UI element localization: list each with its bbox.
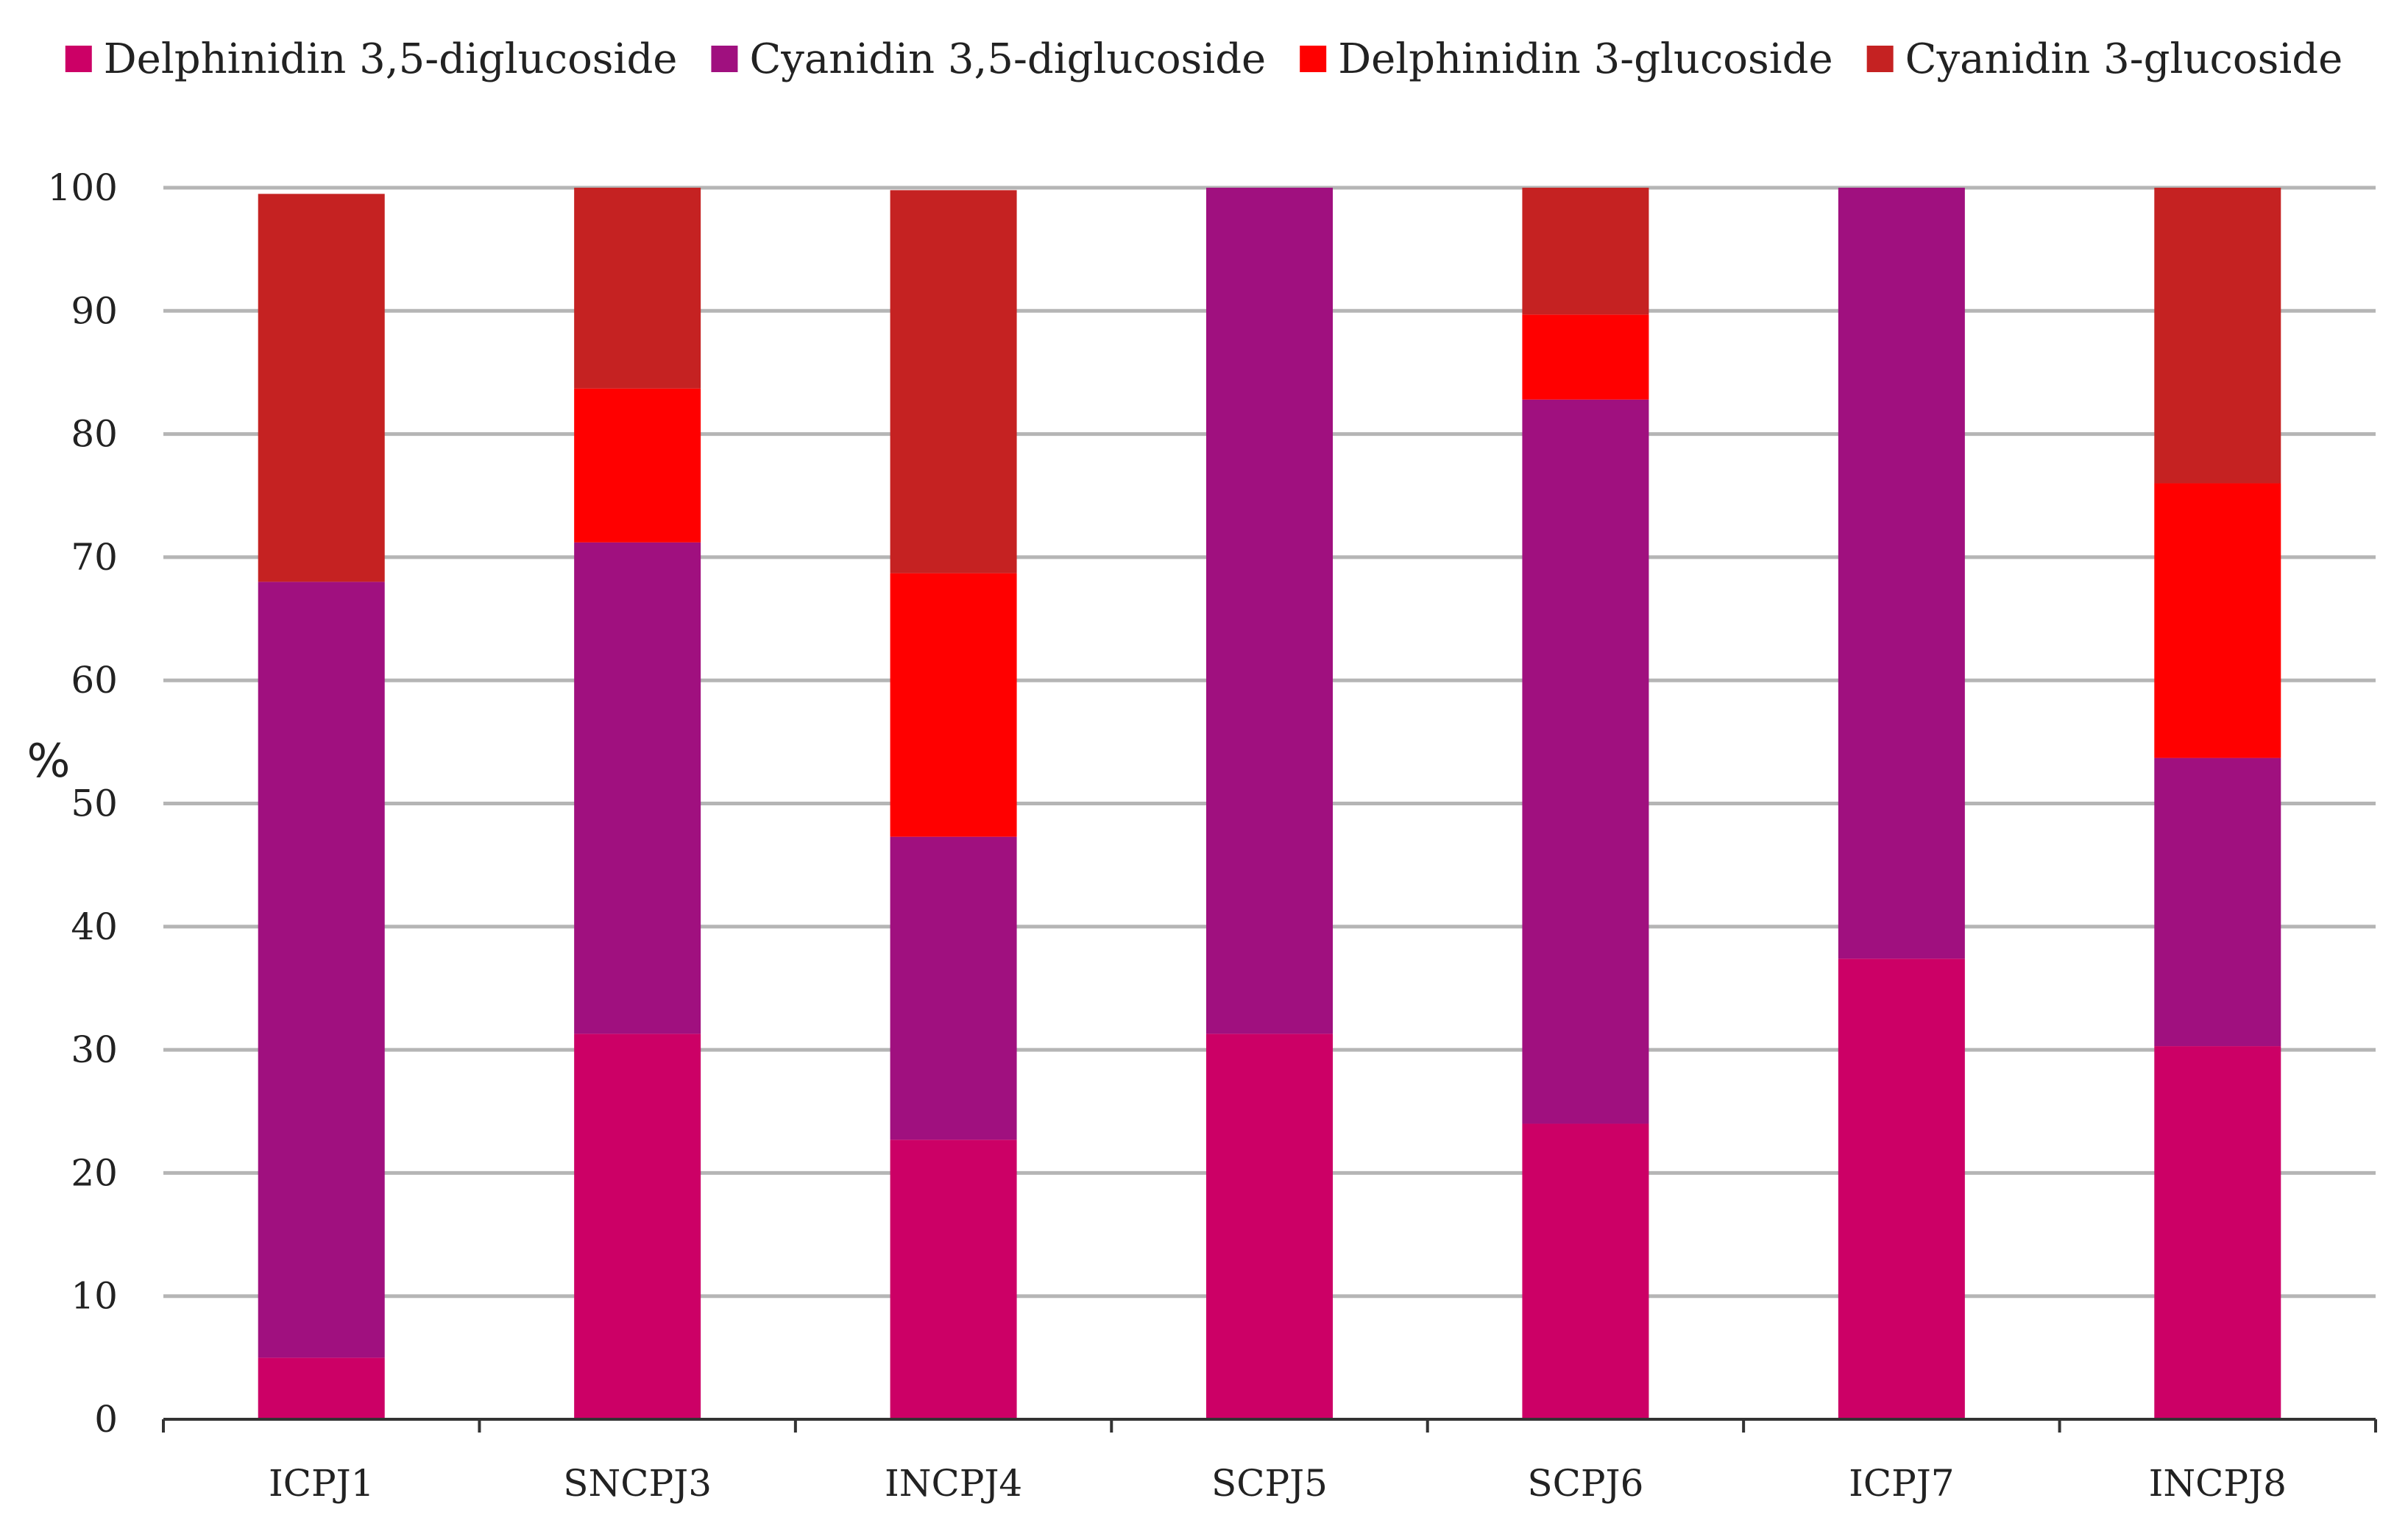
- x-tick-label: SCPJ6: [1527, 1462, 1643, 1505]
- bar-segment-incpj4-series-3: [890, 573, 1017, 837]
- bar-segment-scpj6-series-4: [1522, 188, 1649, 315]
- bar-segment-sncpj3-series-3: [574, 388, 701, 543]
- legend-item-4: Cyanidin 3-glucoside: [1866, 35, 2343, 83]
- bar-segment-sncpj3-series-2: [574, 542, 701, 1034]
- y-tick-label: 40: [71, 905, 118, 948]
- bar-segment-icpj1-series-1: [258, 1357, 385, 1419]
- y-tick-label: 10: [71, 1275, 118, 1318]
- bar-segment-incpj4-series-1: [890, 1140, 1017, 1419]
- y-tick-label: 30: [71, 1028, 118, 1071]
- x-tick-label: INCPJ4: [885, 1462, 1022, 1505]
- bar-segment-incpj8-series-4: [2154, 188, 2281, 484]
- x-tick-label: SCPJ5: [1211, 1462, 1328, 1505]
- x-tick-label: SNCPJ3: [563, 1462, 712, 1505]
- legend-swatch: [65, 46, 92, 72]
- legend-item-3: Delphinidin 3-glucoside: [1300, 35, 1833, 83]
- bar-segment-scpj6-series-2: [1522, 399, 1649, 1124]
- x-tick-label: ICPJ7: [1849, 1462, 1955, 1505]
- axes: [162, 1418, 2377, 1433]
- y-tick-labels: 0 10 20 30 40 50 60 70 80 90 100: [48, 166, 118, 1441]
- y-tick-label: 100: [48, 166, 118, 209]
- bar-segment-icpj7-series-2: [1838, 188, 1965, 959]
- y-tick-label: 60: [71, 659, 118, 702]
- legend-swatch: [1866, 46, 1894, 72]
- legend-label: Delphinidin 3,5-diglucoside: [104, 35, 678, 83]
- bar-segment-sncpj3-series-1: [574, 1034, 701, 1419]
- legend-item-1: Delphinidin 3,5-diglucoside: [65, 35, 678, 83]
- bar-segment-incpj8-series-2: [2154, 757, 2281, 1047]
- x-tick-label: INCPJ8: [2149, 1462, 2287, 1505]
- bar-segment-icpj7-series-1: [1838, 958, 1965, 1419]
- legend-swatch: [1300, 46, 1327, 72]
- bar-segment-icpj1-series-4: [258, 194, 385, 582]
- bar-segment-icpj1-series-2: [258, 582, 385, 1358]
- y-tick-label: 90: [71, 289, 118, 332]
- y-axis-label: %: [27, 734, 71, 788]
- y-tick-label: 80: [71, 413, 118, 456]
- legend-swatch: [711, 46, 738, 72]
- legend-label: Cyanidin 3,5-diglucoside: [749, 35, 1266, 83]
- legend-label: Cyanidin 3-glucoside: [1905, 35, 2343, 83]
- y-tick-label: 20: [71, 1151, 118, 1194]
- bar-segment-scpj6-series-3: [1522, 314, 1649, 400]
- bar-segment-incpj8-series-3: [2154, 483, 2281, 758]
- legend-item-2: Cyanidin 3,5-diglucoside: [711, 35, 1266, 83]
- x-tick-labels: ICPJ1 SNCPJ3 INCPJ4 SCPJ5 SCPJ6 ICPJ7 INCPJ8: [269, 1462, 2287, 1505]
- bar-segment-incpj4-series-4: [890, 190, 1017, 573]
- bar-segment-incpj4-series-2: [890, 836, 1017, 1140]
- legend-label: Delphinidin 3-glucoside: [1338, 35, 1832, 83]
- y-tick-label: 70: [71, 536, 118, 579]
- legend: Delphinidin 3,5-diglucoside Cyanidin 3,5-…: [65, 35, 2343, 83]
- bar-segment-scpj5-series-1: [1206, 1034, 1333, 1419]
- bar-segment-scpj5-series-2: [1206, 188, 1333, 1034]
- bar-segment-sncpj3-series-4: [574, 188, 701, 389]
- bars: [258, 188, 2281, 1419]
- x-tick-label: ICPJ1: [269, 1462, 375, 1505]
- y-tick-label: 50: [71, 783, 118, 825]
- bar-segment-scpj6-series-1: [1522, 1123, 1649, 1419]
- y-tick-label: 0: [94, 1398, 118, 1441]
- bar-segment-incpj8-series-1: [2154, 1046, 2281, 1419]
